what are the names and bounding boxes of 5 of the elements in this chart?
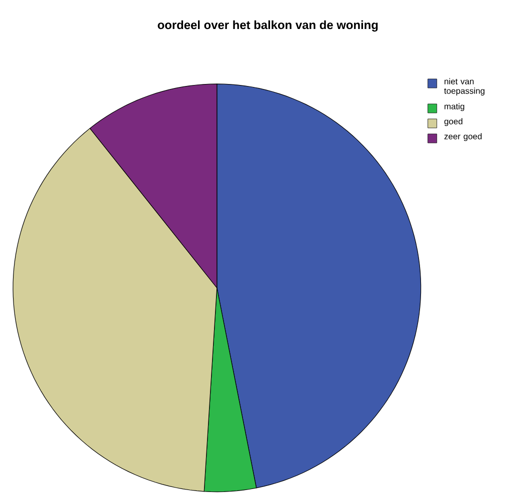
legend-label: zeer goed (444, 133, 482, 142)
chart-title: oordeel over het balkon van de woning (158, 20, 378, 32)
legend-label: matig (444, 103, 464, 112)
legend-label: niet van toepassing (444, 78, 484, 96)
legend-label: goed (444, 118, 462, 126)
